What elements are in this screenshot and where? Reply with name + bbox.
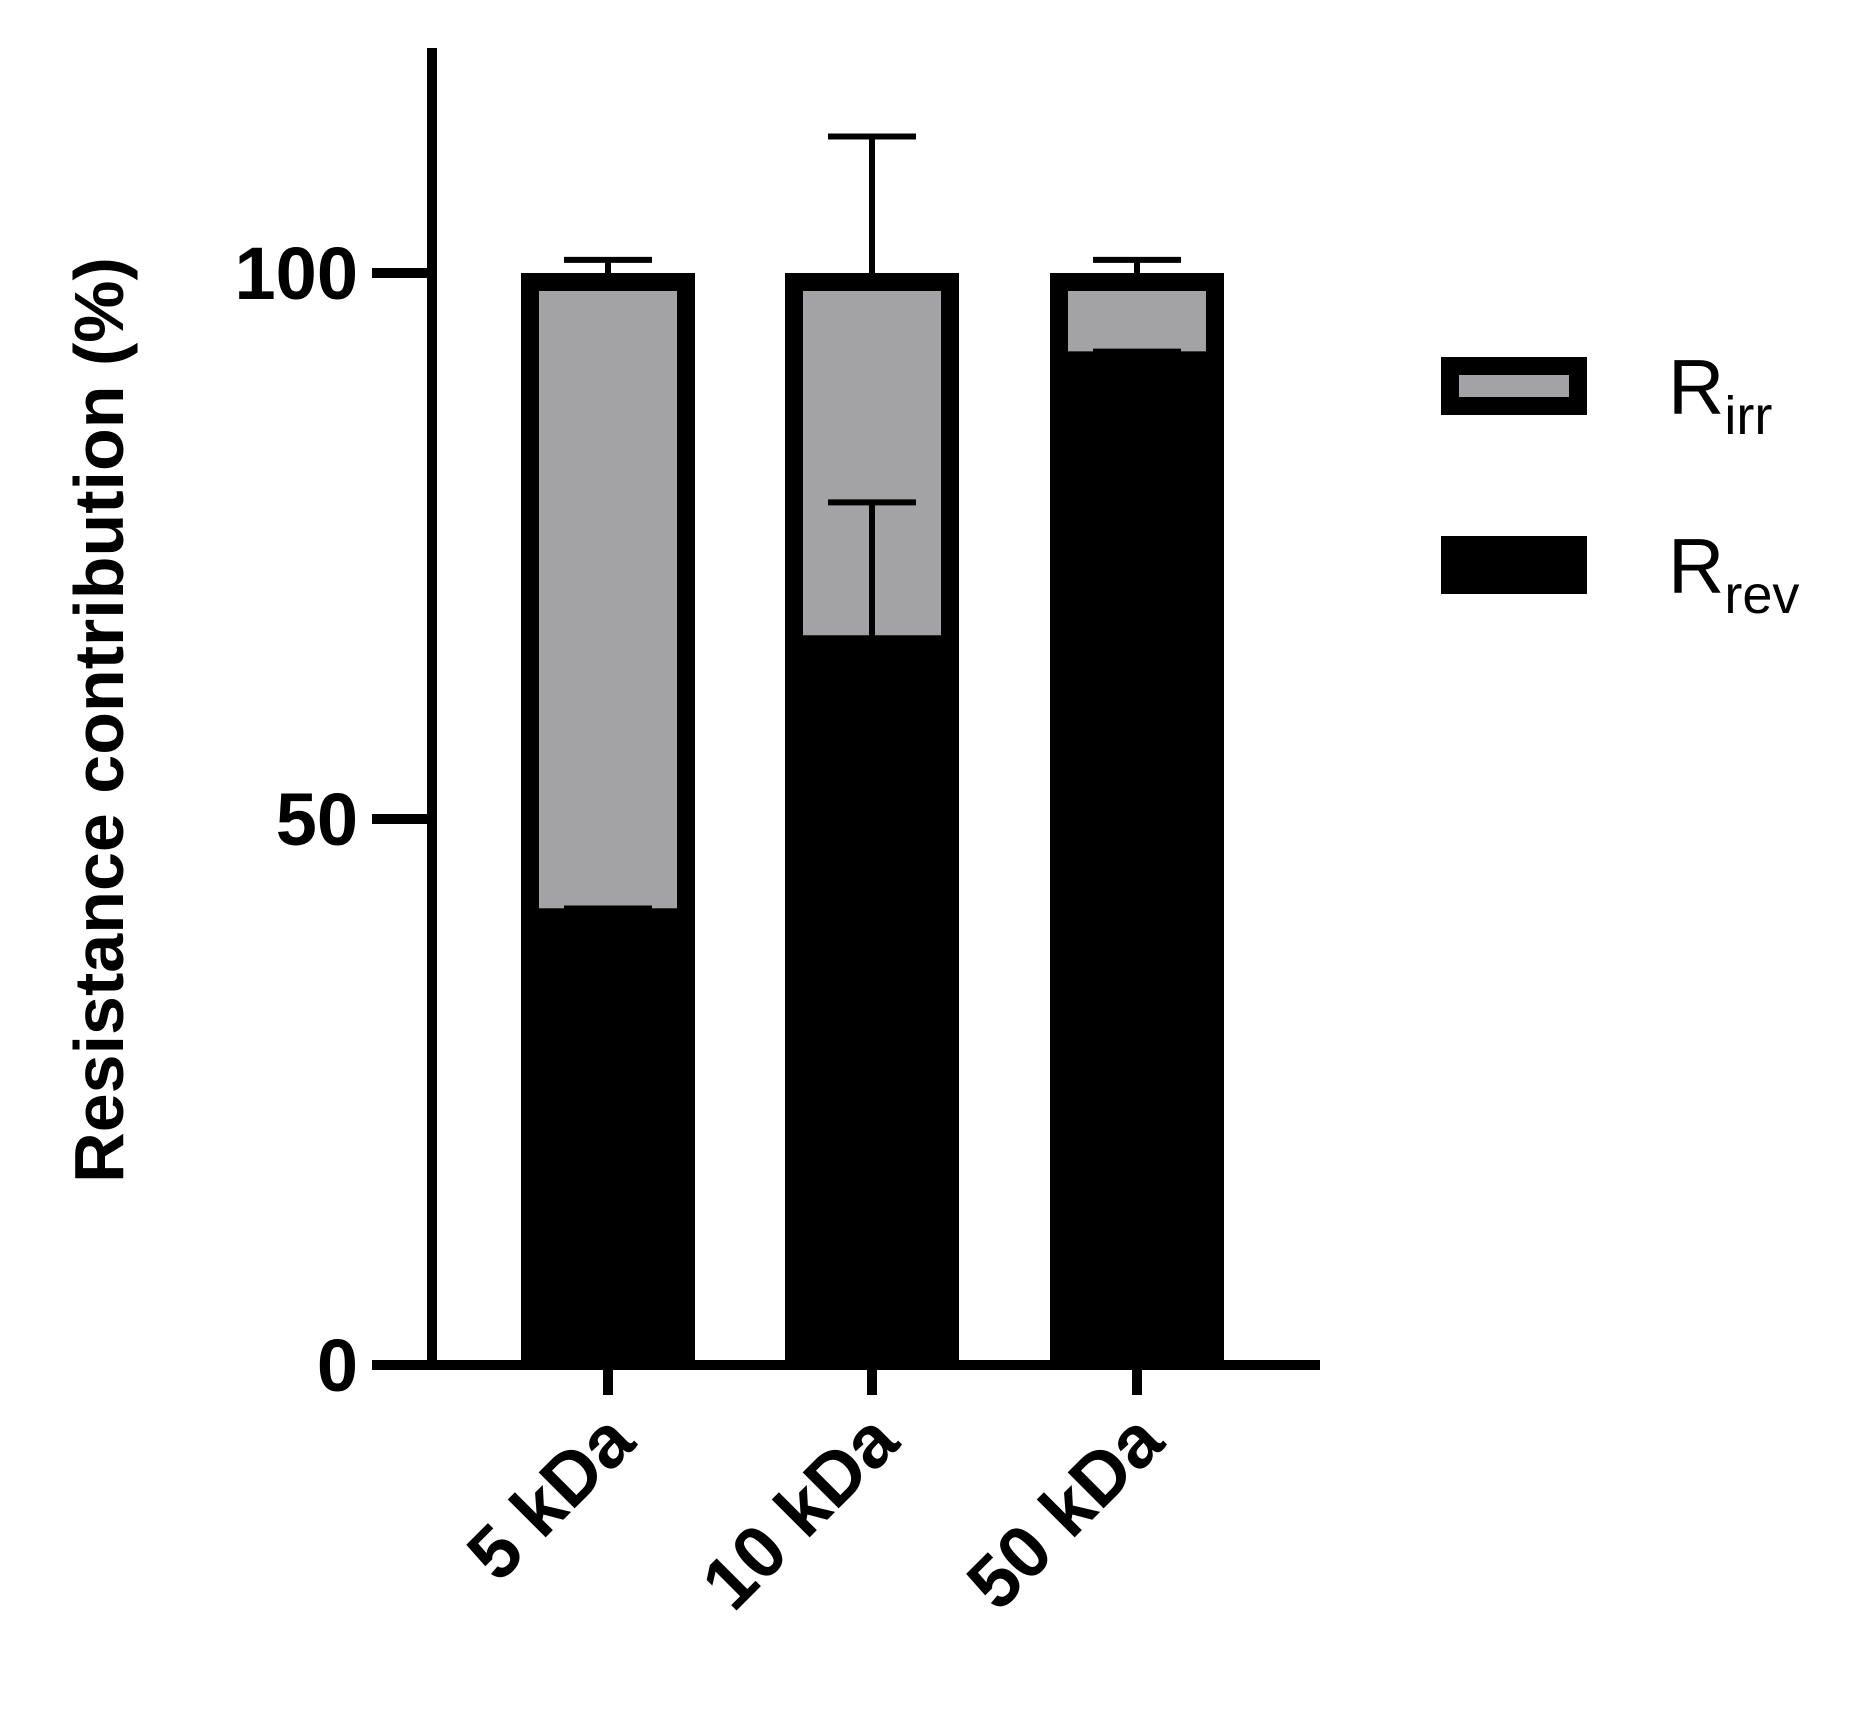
axes-layer [372,48,1320,1395]
bar-rev-1 [521,917,695,1365]
legend-swatch-irr [1441,357,1587,415]
bar-rev-2 [785,644,959,1365]
x-tick-label-1: 5 kDa [451,1397,650,1596]
x-tick-label-3: 50 kDa [951,1397,1179,1625]
y-tick-label-0: 0 [317,1324,358,1407]
bar-irr-3 [1050,273,1224,370]
y-tick-label-50: 50 [276,778,358,861]
bar-irr-1 [521,273,695,927]
bars-layer [521,273,1224,1365]
legend-label-rev: Rrev [1668,522,1799,625]
legend-swatch-rev [1441,536,1587,594]
legend-label-irr: Rirr [1668,343,1772,446]
tick-labels-layer: 5 kDa 10 kDa 50 kDa 0 50 100 [235,232,1179,1625]
y-axis-title: Resistance contribution (%) [60,257,138,1183]
legend: Rirr Rrev [1441,343,1799,625]
error-bars-layer [564,133,1181,918]
bar-rev-3 [1050,360,1224,1365]
y-tick-label-100: 100 [235,232,358,315]
x-tick-label-2: 10 kDa [686,1397,914,1625]
